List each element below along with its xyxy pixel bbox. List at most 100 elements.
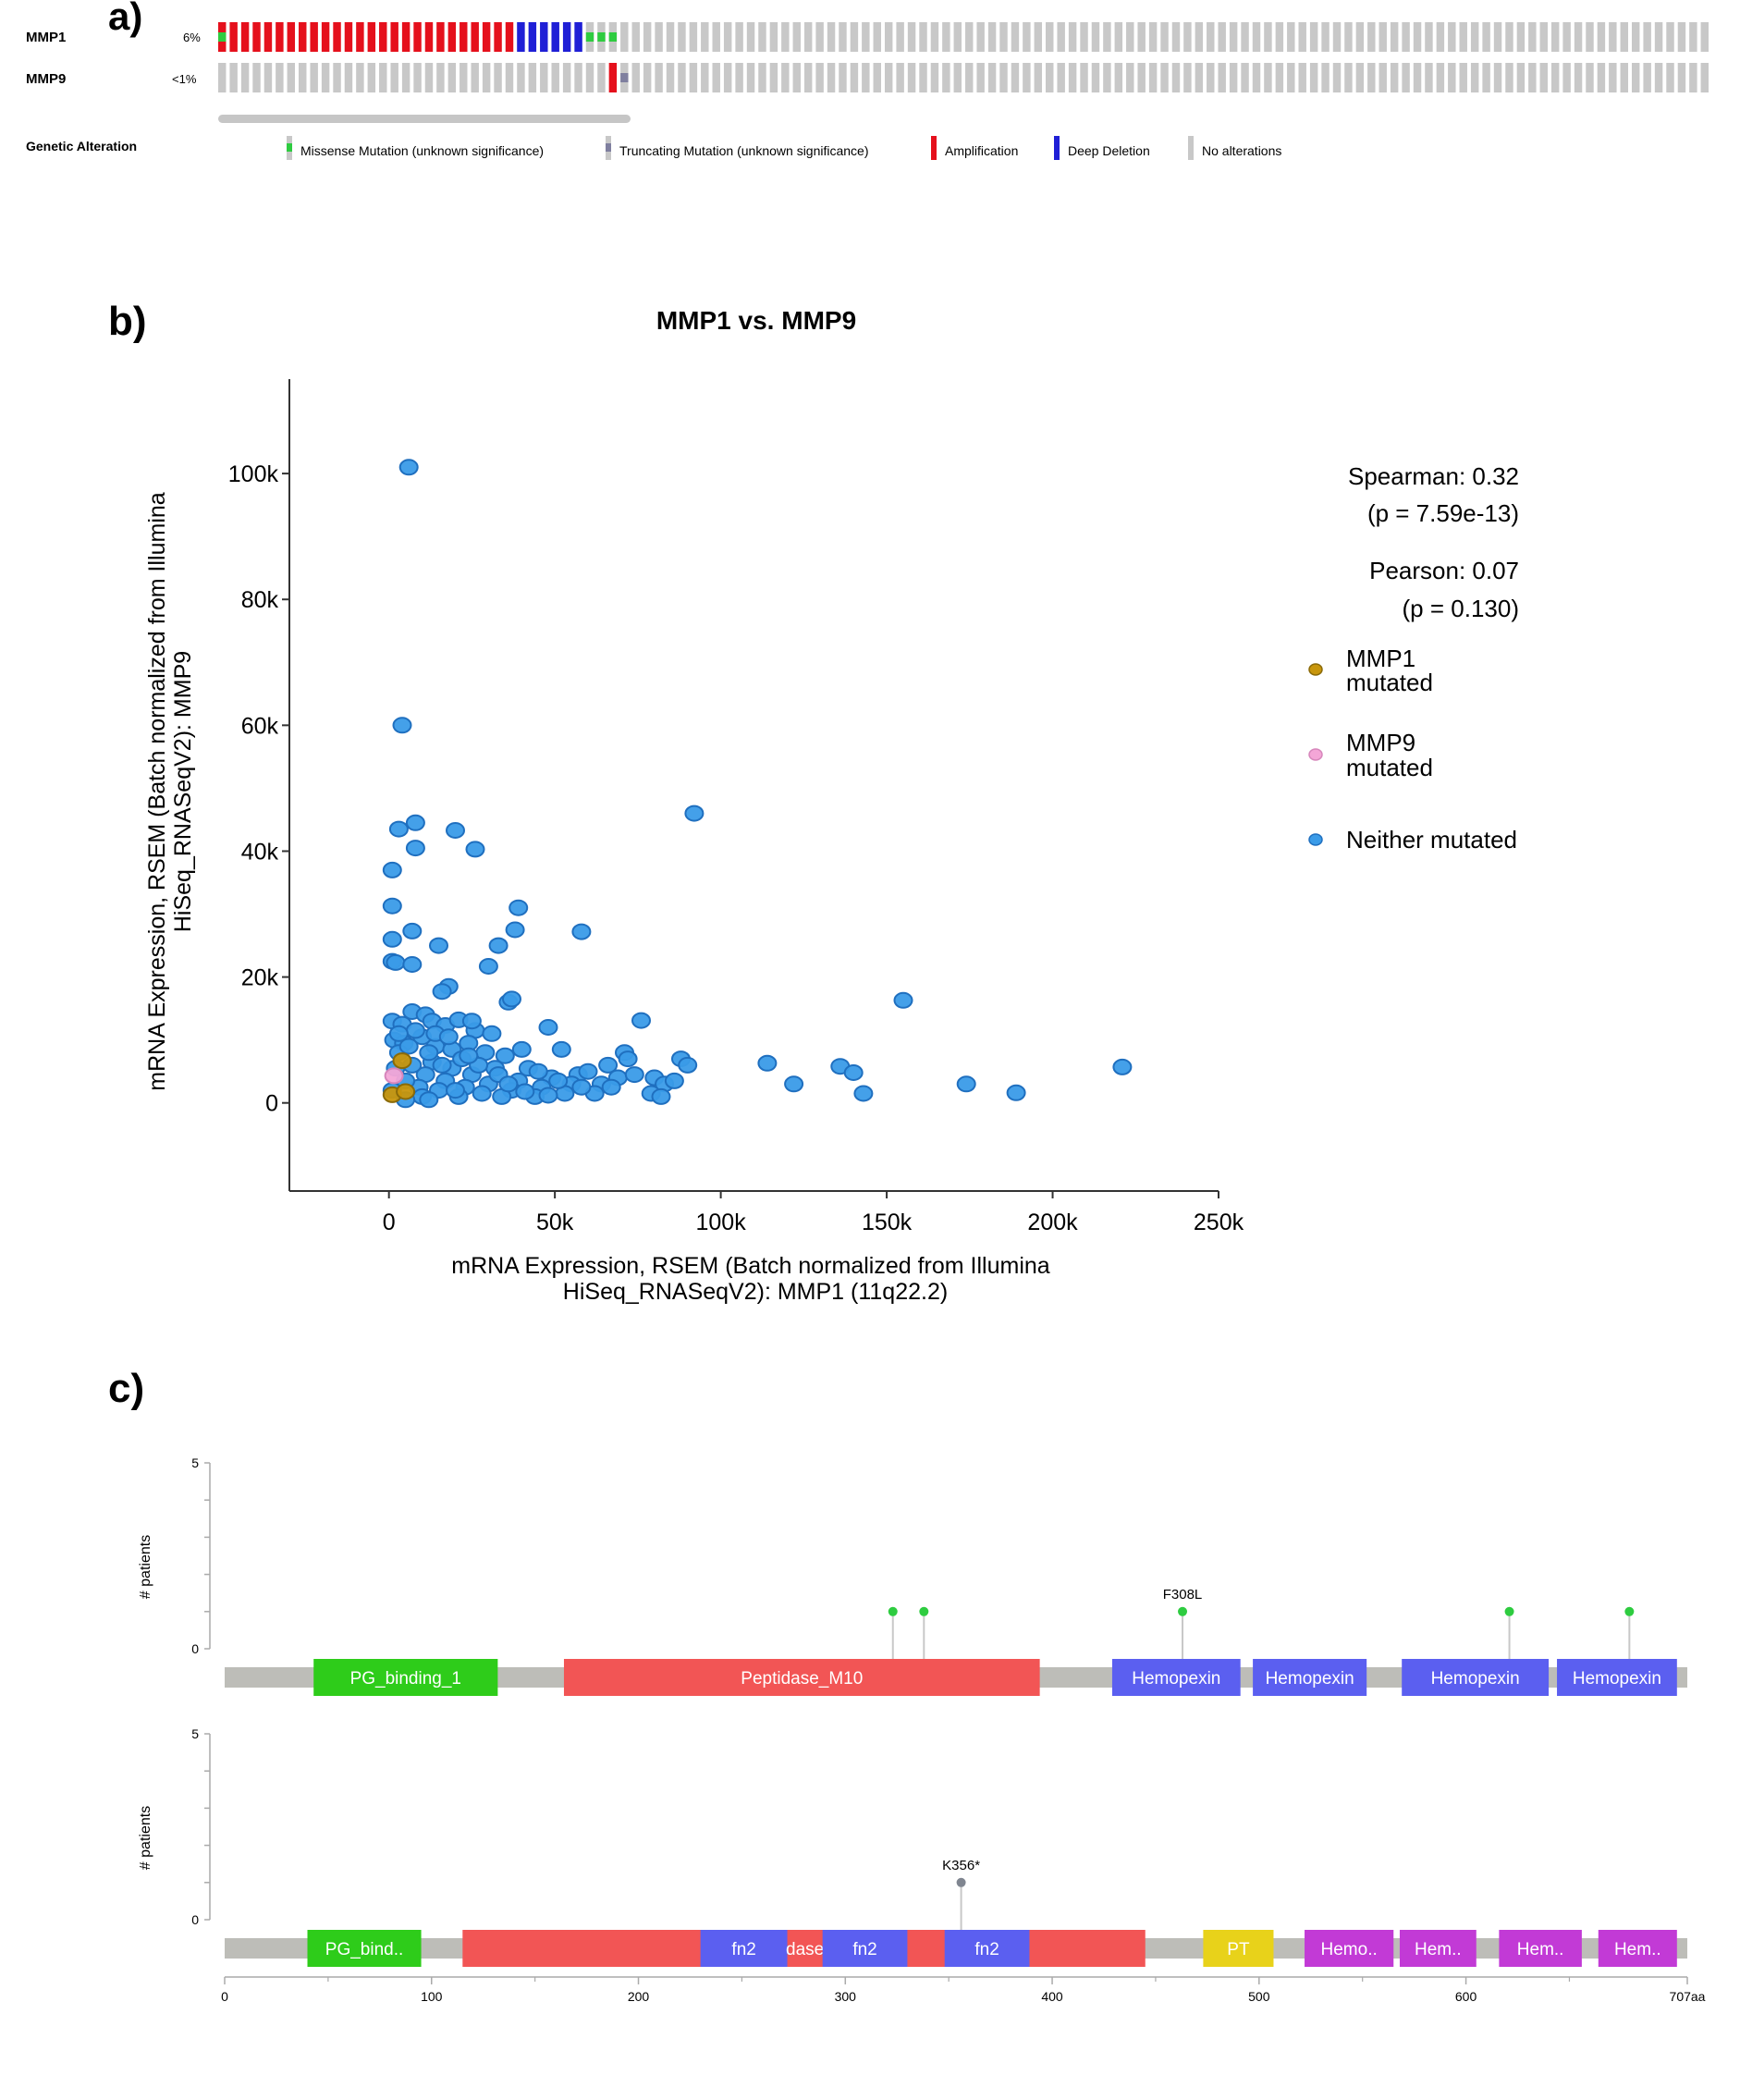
protein-domain[interactable] [1499,1930,1582,1967]
oncoprint-cell-mmp9 [1620,63,1628,92]
protein-domain[interactable] [944,1930,1030,1967]
y-tick-label: 100k [228,461,279,487]
domain-label: Hem.. [1415,1940,1462,1959]
protein-domain[interactable] [1399,1930,1477,1967]
scatter-point [472,1085,492,1102]
domain-label: Hem.. [1517,1940,1564,1959]
domain-label: fn2 [731,1940,755,1959]
oncoprint-cell-mmp1 [252,22,261,52]
scatter-point [578,1062,598,1080]
oncoprint-cell-mmp9 [344,63,353,92]
oncoprint-cell-mmp9 [608,63,618,92]
protein-domain[interactable] [1305,1930,1394,1967]
oncoprint-cell-mmp9 [551,63,559,92]
scatter-point [438,1028,459,1046]
protein-domain[interactable] [822,1930,908,1967]
protein-domain[interactable] [1253,1659,1367,1696]
protein-domain[interactable] [1111,1659,1241,1696]
legend-mmp1-line1: MMP1 [1346,645,1415,672]
domain-label: fn2 [974,1940,999,1959]
lollipop-head[interactable] [919,1606,929,1616]
oncoprint-cell-mmp1 [1137,22,1146,52]
oncoprint-cell-mmp9 [1609,63,1617,92]
oncoprint-cell-mmp9 [1103,63,1111,92]
oncoprint-cell-mmp1 [873,22,881,52]
oncoprint-cell-mmp9 [1654,63,1663,92]
oncoprint-cell-mmp9 [1413,63,1422,92]
lollipop-x-tick-label: 100 [421,1989,443,2004]
lollipop-track-mmp1: 5 0 # patients F308L PG_binding_1 Peptidase_M… [138,1455,1687,1696]
oncoprint-cell-mmp9 [379,63,387,92]
oncoprint-cell-mmp1 [379,22,387,52]
oncoprint-cell-mmp1 [1321,22,1330,52]
protein-domain[interactable] [1203,1930,1274,1967]
scatter-point [538,1087,558,1104]
oncoprint-cell-mmp1 [1654,22,1663,52]
oncoprint-cell-mmp1 [1298,22,1306,52]
oncoprint-cell-mmp1 [1493,22,1502,52]
oncoprint-cell-mmp9 [827,63,836,92]
scatter-point [893,991,913,1009]
scatter-point [495,1047,515,1064]
oncoprint-cell-mmp1 [678,22,686,52]
oncoprint-cell-mmp9 [390,63,398,92]
protein-domain[interactable] [1557,1659,1677,1696]
y-axis-label-group: mRNA Expression, RSEM (Batch normalized … [144,492,196,1091]
oncoprint-cell-mmp1 [1332,22,1342,52]
oncoprint-cell-mmp1 [528,22,537,52]
protein-domain[interactable] [307,1930,422,1967]
oncoprint-cell-mmp9 [263,63,273,92]
protein-domain[interactable] [1598,1930,1677,1967]
oncoprint-cell-mmp1 [1609,22,1617,52]
protein-domain[interactable] [313,1659,498,1696]
oncoprint-cell-mmp9 [1091,63,1100,92]
oncoprint-cell-mmp9 [585,63,594,92]
lollipop-head[interactable] [1178,1606,1188,1616]
scatter-point [548,1072,569,1089]
legend-label: Missense Mutation (unknown significance) [300,143,544,158]
scatter-point [398,1038,419,1055]
oncoprint-cell-mmp9 [240,63,250,92]
oncoprint-cell-mmp9 [1229,63,1238,92]
legend-swatch-neither-mutated [1308,833,1323,846]
scatter-points [382,459,1133,1109]
lollipop-head[interactable] [888,1606,898,1616]
oncoprint-cell-mmp1 [965,22,974,52]
scatter-point [624,1066,644,1084]
oncoprint-cell-mmp9 [1275,63,1284,92]
protein-domain[interactable] [700,1930,788,1967]
oncoprint-cell-mmp9 [436,63,445,92]
oncoprint-cell-mmp9 [1689,63,1697,92]
oncoprint-cell-mmp9 [815,63,824,92]
lollipop-head[interactable] [1504,1606,1514,1616]
oncoprint-cell-mmp9 [862,63,870,92]
y-tick-label: 40k [241,839,279,865]
x-tick-label: 0 [383,1210,396,1235]
oncoprint-scrollbar[interactable] [218,115,631,123]
correlation-stats: Spearman: 0.32 (p = 7.59e-13) Pearson: 0… [1348,462,1519,622]
lollipop-head[interactable] [956,1877,966,1887]
legend-swatch-mmp9-mutated [1308,748,1323,761]
lollipop-head[interactable] [1624,1606,1635,1616]
scatter-point [402,956,423,973]
scatter-point [478,958,498,975]
protein-domain[interactable] [563,1659,1040,1696]
oncoprint-cell-mmp1 [655,22,663,52]
oncoprint-cell-mmp9 [987,63,997,92]
protein-domain[interactable] [787,1930,823,1967]
domain-label: Hemopexin [1573,1669,1661,1689]
oncoprint-cell-mmp1 [1689,22,1697,52]
oncoprint-cell-mmp9 [930,63,939,92]
oncoprint-cell-mmp1 [1402,22,1410,52]
protein-domain[interactable] [1402,1659,1550,1696]
oncoprint-cell-mmp9 [1321,63,1330,92]
oncoprint-cell-mmp1 [1528,22,1537,52]
oncoprint-cell-mmp1 [1344,22,1353,52]
oncoprint-cell-mmp9 [528,63,537,92]
lollipop-plots: 5 0 # patients F308L PG_binding_1 Peptidase_M… [138,1455,1706,2004]
panel-c-label: c) [108,1369,144,1411]
oncoprint-cell-mmp1 [1080,22,1088,52]
scatter-point [571,923,592,940]
oncoprint-cell-mmp1 [551,22,559,52]
x-tick-label: 100k [695,1210,746,1235]
